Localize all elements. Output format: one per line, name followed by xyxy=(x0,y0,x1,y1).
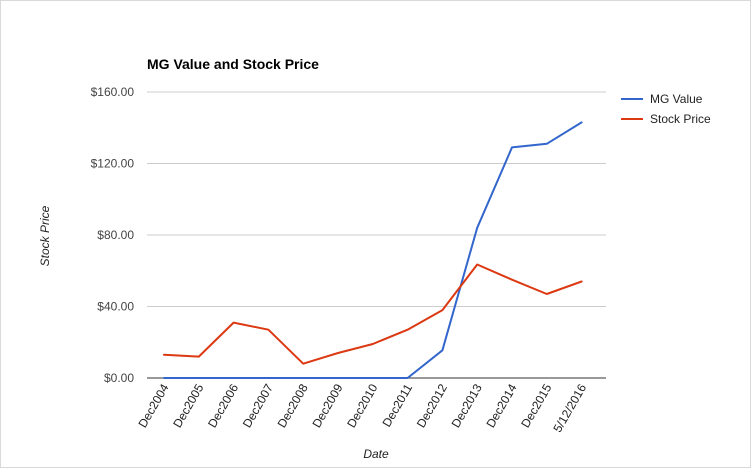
x-tick-label: Dec2007 xyxy=(240,381,276,430)
x-tick-labels: Dec2004Dec2005Dec2006Dec2007Dec2008Dec20… xyxy=(135,381,589,435)
series-line-stock-price xyxy=(163,263,583,365)
x-tick-label: Dec2006 xyxy=(205,381,241,430)
chart-title: MG Value and Stock Price xyxy=(147,56,319,72)
legend: MG Value Stock Price xyxy=(621,92,711,126)
series-line-mg-value xyxy=(163,121,583,379)
x-tick-label: Dec2008 xyxy=(275,381,311,430)
x-tick-label: Dec2005 xyxy=(170,381,206,430)
x-tick-label: Dec2013 xyxy=(449,381,485,430)
x-tick-label: Dec2011 xyxy=(379,381,415,429)
y-tick-label: $160.00 xyxy=(91,85,135,99)
x-tick-label: Dec2012 xyxy=(414,381,450,430)
y-axis-title: Stock Price xyxy=(38,205,52,266)
y-tick-label: $80.00 xyxy=(97,228,134,242)
y-tick-label: $40.00 xyxy=(97,300,134,314)
x-tick-label: Dec2014 xyxy=(483,381,519,430)
legend-label-stock-price: Stock Price xyxy=(650,112,711,126)
x-tick-label: Dec2015 xyxy=(518,381,554,430)
y-tick-label: $0.00 xyxy=(104,371,134,385)
x-tick-label: Dec2009 xyxy=(309,381,345,430)
series-lines xyxy=(163,121,583,379)
legend-label-mg-value: MG Value xyxy=(650,92,703,106)
x-tick-label: 5/12/2016 xyxy=(550,381,589,435)
x-axis-title: Date xyxy=(363,447,389,461)
x-tick-label: Dec2010 xyxy=(344,381,380,430)
y-tick-labels: $0.00 $40.00 $80.00 $120.00 $160.00 xyxy=(91,85,135,385)
x-tick-label: Dec2004 xyxy=(135,381,171,430)
gridlines xyxy=(147,91,606,379)
y-tick-label: $120.00 xyxy=(91,157,135,171)
